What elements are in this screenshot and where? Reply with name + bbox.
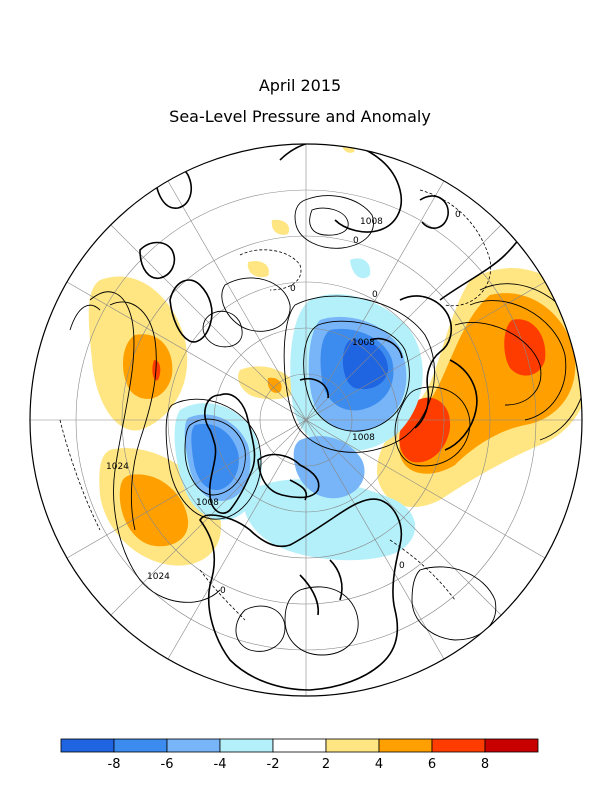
anomaly-pos-west-upper-core bbox=[122, 334, 173, 399]
colorbar-tick-label: 8 bbox=[481, 757, 489, 772]
colorbar-swatch bbox=[60, 738, 115, 753]
colorbar-swatch bbox=[272, 738, 327, 753]
coastlines bbox=[139, 144, 536, 691]
colorbar-tick-label: -8 bbox=[108, 757, 121, 772]
anomaly-neg-south-mid bbox=[293, 436, 365, 499]
anomaly-pos-top2 bbox=[247, 260, 269, 278]
contour-label: 0 bbox=[220, 586, 226, 596]
contour-label: 1008 bbox=[360, 217, 383, 227]
coast-canadian-arctic bbox=[257, 453, 320, 499]
contour-label: 0 bbox=[399, 561, 405, 571]
colorbar-tick-label: -4 bbox=[214, 757, 227, 772]
colorbar-tick-label: -2 bbox=[267, 757, 280, 772]
colorbar-swatch bbox=[431, 738, 486, 753]
colorbar-swatch bbox=[325, 738, 380, 753]
contour-label: 1024 bbox=[147, 572, 170, 582]
anomaly-pos-east-strong-a bbox=[504, 319, 546, 376]
contour-label: 1008 bbox=[352, 433, 375, 443]
coast-europe bbox=[169, 279, 213, 343]
contour-label: 0 bbox=[290, 284, 296, 294]
colorbar-swatch bbox=[166, 738, 221, 753]
colorbar-tick-label: 4 bbox=[375, 757, 383, 772]
anomaly-pos-mid-core bbox=[267, 377, 282, 393]
slp-contours bbox=[69, 195, 582, 656]
coast-siberia bbox=[399, 295, 452, 429]
coast-north-america bbox=[199, 498, 402, 691]
coast-greenland bbox=[204, 393, 256, 514]
map-subtitle: Sea-Level Pressure and Anomaly bbox=[169, 107, 431, 126]
map-title: April 2015 bbox=[258, 76, 342, 95]
colorbar-swatch bbox=[219, 738, 274, 753]
contour-label: 0 bbox=[455, 210, 461, 220]
colorbar-tick-label: 6 bbox=[428, 757, 436, 772]
colorbar-tick-label: -6 bbox=[161, 757, 174, 772]
contour-label: 0 bbox=[372, 290, 378, 300]
contour-label: 0 bbox=[353, 236, 359, 246]
contour-labels: 1008 1008 1008 1008 1024 1024 0 0 0 0 0 … bbox=[106, 210, 461, 596]
colorbar: -8 -6 -4 -2 2 4 6 8 bbox=[60, 738, 539, 772]
colorbar-swatch bbox=[484, 738, 539, 753]
anomaly-fill-layer bbox=[88, 144, 582, 566]
map-boundary bbox=[29, 143, 583, 697]
anomaly-neg-central-core bbox=[342, 339, 388, 390]
colorbar-swatch bbox=[113, 738, 168, 753]
contour-label: 1008 bbox=[196, 498, 219, 508]
coast-asia-north bbox=[279, 144, 402, 233]
contour-label: 1024 bbox=[106, 462, 129, 472]
colorbar-tick-label: 2 bbox=[322, 757, 330, 772]
anomaly-pos-top3 bbox=[271, 219, 290, 235]
contour-label: 1008 bbox=[352, 338, 375, 348]
colorbar-swatch bbox=[378, 738, 433, 753]
graticule bbox=[30, 144, 582, 696]
anomaly-neg-east-small bbox=[350, 258, 371, 279]
